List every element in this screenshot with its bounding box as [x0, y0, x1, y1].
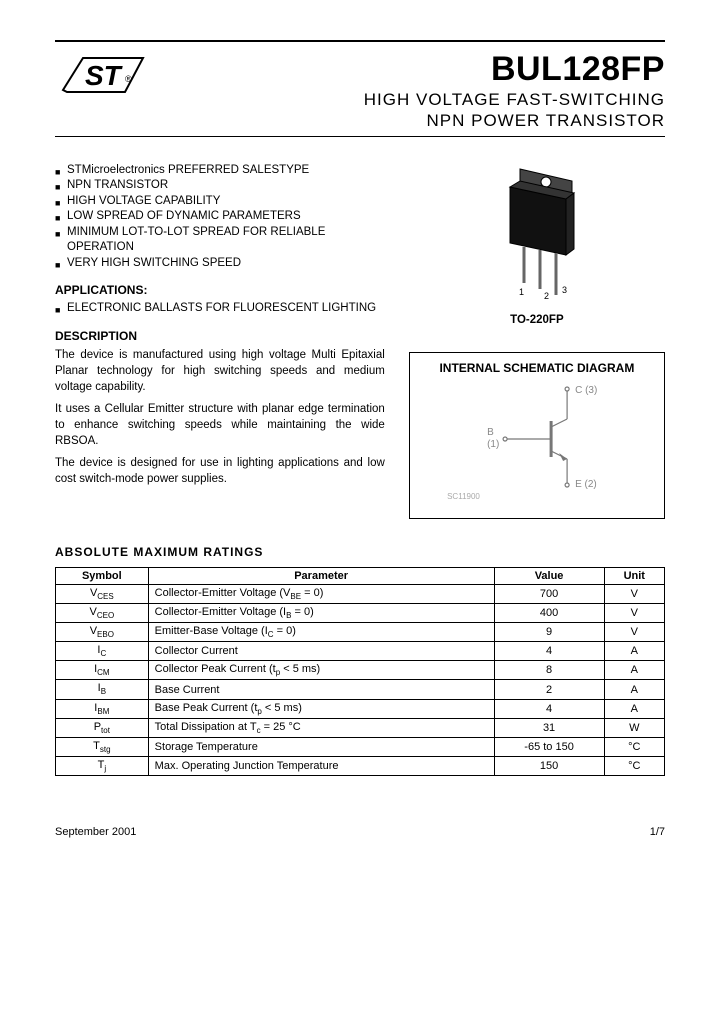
ratings-column-header: Value [494, 567, 604, 584]
feature-item: ■STMicroelectronics PREFERRED SALESTYPE [55, 163, 385, 179]
ratings-heading: ABSOLUTE MAXIMUM RATINGS [55, 545, 665, 559]
feature-item: ■LOW SPREAD OF DYNAMIC PARAMETERS [55, 209, 385, 225]
package-illustration: 1 2 3 TO-220FP [409, 163, 665, 326]
applications-list: ■ELECTRONIC BALLASTS FOR FLUORESCENT LIG… [55, 301, 385, 317]
svg-text:®: ® [125, 74, 132, 84]
footer-page: 1/7 [650, 826, 665, 838]
schematic-code: SC11900 [447, 492, 480, 501]
feature-list: ■STMicroelectronics PREFERRED SALESTYPE■… [55, 163, 385, 272]
ratings-row: TjMax. Operating Junction Temperature150… [56, 757, 665, 776]
company-logo: ST ® [55, 50, 175, 117]
pin-c-label: C (3) [575, 385, 597, 396]
applications-heading: APPLICATIONS: [55, 283, 385, 297]
title-block: BUL128FP HIGH VOLTAGE FAST-SWITCHING NPN… [175, 50, 665, 132]
schematic-box: INTERNAL SCHEMATIC DIAGRAM [409, 352, 665, 519]
ratings-column-header: Parameter [148, 567, 494, 584]
feature-item: ■NPN TRANSISTOR [55, 178, 385, 194]
footer: September 2001 1/7 [55, 826, 665, 838]
description-paragraph: The device is manufactured using high vo… [55, 347, 385, 395]
content-columns: ■STMicroelectronics PREFERRED SALESTYPE■… [55, 163, 665, 519]
ratings-row: PtotTotal Dissipation at Tc = 25 °C31W [56, 718, 665, 737]
feature-item: ■MINIMUM LOT-TO-LOT SPREAD FOR RELIABLE … [55, 225, 385, 256]
ratings-row: VCESCollector-Emitter Voltage (VBE = 0)7… [56, 584, 665, 603]
svg-text:2: 2 [544, 291, 549, 301]
pin-e-label: E (2) [575, 479, 597, 490]
ratings-table: SymbolParameterValueUnit VCESCollector-E… [55, 567, 665, 777]
ratings-row: ICMCollector Peak Current (tp < 5 ms)8A [56, 661, 665, 680]
pin-b-num: (1) [487, 439, 499, 450]
svg-text:3: 3 [562, 285, 567, 295]
subtitle-line1: HIGH VOLTAGE FAST-SWITCHING [175, 89, 665, 110]
rule-top [55, 40, 665, 42]
rule-sub [55, 136, 665, 137]
ratings-column-header: Symbol [56, 567, 149, 584]
left-column: ■STMicroelectronics PREFERRED SALESTYPE■… [55, 163, 385, 519]
schematic-title: INTERNAL SCHEMATIC DIAGRAM [418, 361, 656, 375]
pin-b-label: B [487, 427, 494, 438]
description-paragraph: It uses a Cellular Emitter structure wit… [55, 401, 385, 449]
part-number: BUL128FP [175, 50, 665, 89]
header: ST ® BUL128FP HIGH VOLTAGE FAST-SWITCHIN… [55, 50, 665, 132]
ratings-row: ICCollector Current4A [56, 642, 665, 661]
application-item: ■ELECTRONIC BALLASTS FOR FLUORESCENT LIG… [55, 301, 385, 317]
ratings-row: IBMBase Peak Current (tp < 5 ms)4A [56, 699, 665, 718]
footer-date: September 2001 [55, 826, 136, 838]
feature-item: ■HIGH VOLTAGE CAPABILITY [55, 194, 385, 210]
ratings-row: VCEOCollector-Emitter Voltage (IB = 0)40… [56, 603, 665, 622]
package-label: TO-220FP [409, 314, 665, 326]
svg-text:ST: ST [85, 60, 124, 91]
description-heading: DESCRIPTION [55, 329, 385, 343]
ratings-row: TstgStorage Temperature-65 to 150°C [56, 738, 665, 757]
ratings-row: IBBase Current2A [56, 680, 665, 699]
description-paragraph: The device is designed for use in lighti… [55, 455, 385, 487]
subtitle-line2: NPN POWER TRANSISTOR [175, 110, 665, 131]
ratings-row: VEBOEmitter-Base Voltage (IC = 0)9V [56, 622, 665, 641]
feature-item: ■VERY HIGH SWITCHING SPEED [55, 256, 385, 272]
ratings-column-header: Unit [604, 567, 664, 584]
right-column: 1 2 3 TO-220FP INTERNAL SCHEMATIC DIAGRA… [409, 163, 665, 519]
svg-text:1: 1 [519, 287, 524, 297]
